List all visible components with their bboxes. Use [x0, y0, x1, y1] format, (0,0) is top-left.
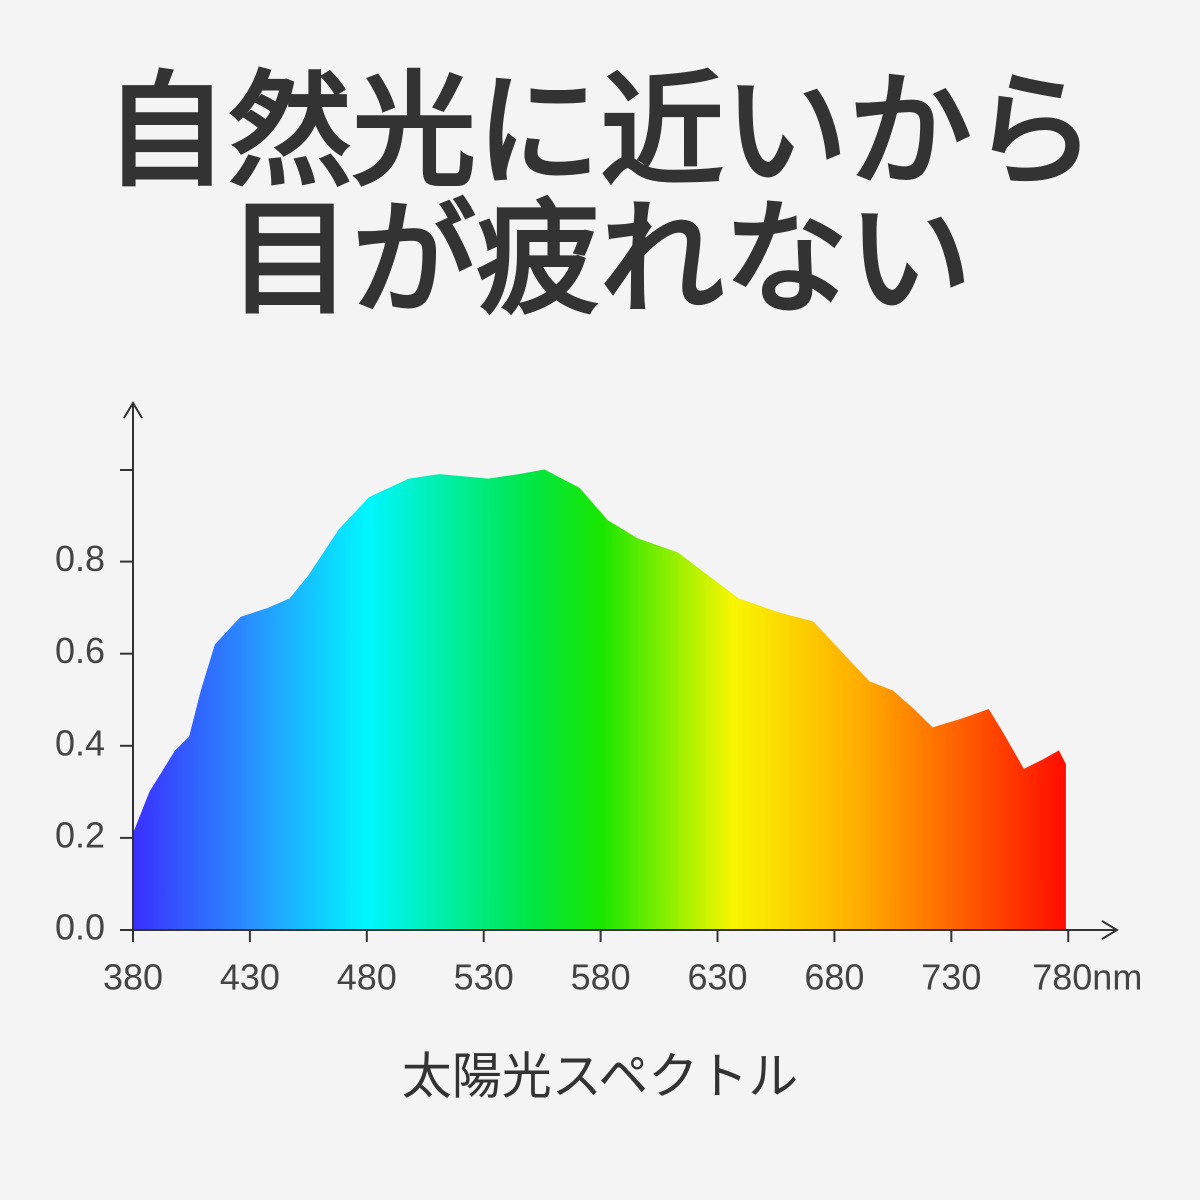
- caption: 太陽光スペクトル: [402, 1048, 799, 1106]
- x-tick-label: 630: [687, 957, 747, 998]
- y-tick-label: 0.4: [55, 722, 105, 763]
- spectrum-area: [133, 469, 1066, 930]
- x-tick-label: 480: [337, 957, 397, 998]
- x-tick-label: 780nm: [1032, 957, 1142, 998]
- y-tick-label: 0.2: [55, 814, 105, 855]
- x-tick-label: 430: [220, 957, 280, 998]
- y-axis: [123, 401, 143, 930]
- y-tick-label: 0.8: [55, 538, 105, 579]
- title-line: 自然光に近いから: [104, 60, 1096, 204]
- title-line: 目が疲れない: [228, 188, 972, 332]
- x-tick-label: 730: [921, 957, 981, 998]
- x-tick-label: 580: [571, 957, 631, 998]
- y-tick-label: 0.6: [55, 630, 105, 671]
- y-tick-label: 0.0: [55, 907, 105, 948]
- x-tick-label: 380: [103, 957, 163, 998]
- x-tick-label: 530: [454, 957, 514, 998]
- x-tick-label: 680: [804, 957, 864, 998]
